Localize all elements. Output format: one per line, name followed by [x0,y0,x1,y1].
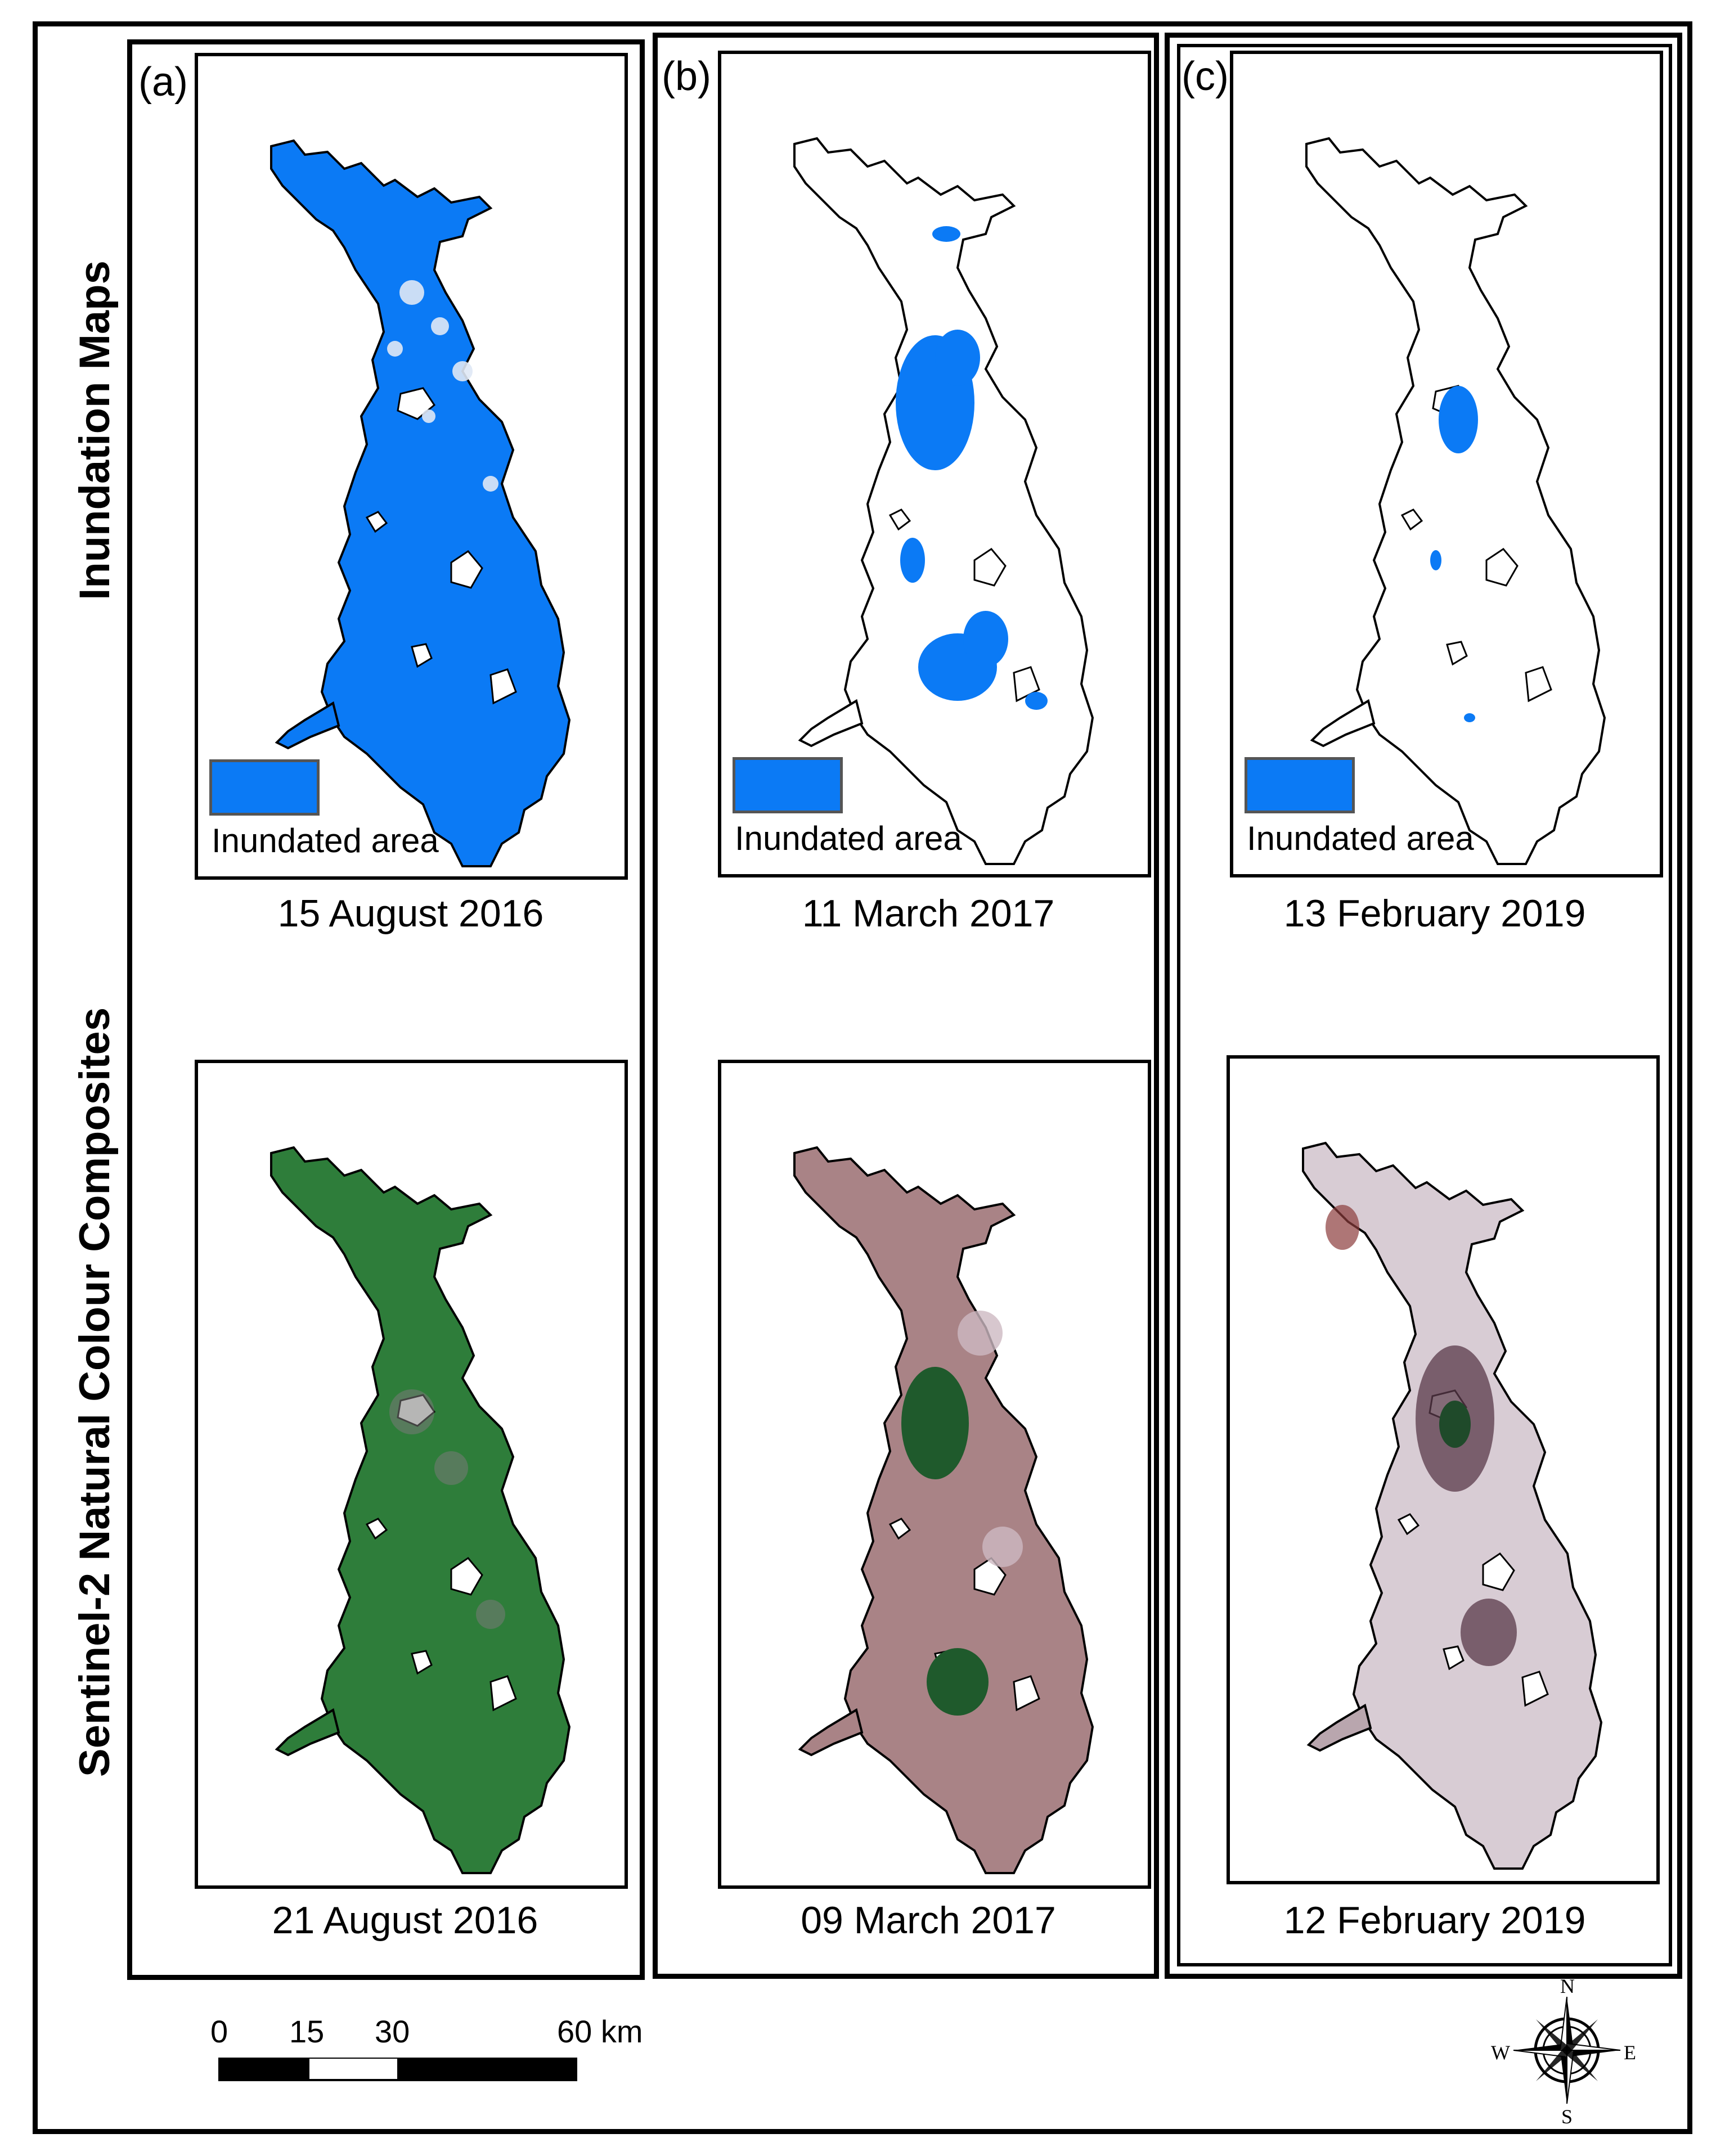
wetland-pale-arm-c [1308,1704,1372,1752]
row-title-inundation: Inundation Maps [71,260,119,600]
composite-map-c [1227,1055,1660,1884]
scale-segment-2 [307,2058,399,2081]
water-patches-b [896,226,1048,710]
compass-e: E [1624,2041,1636,2064]
composite-map-a [195,1060,628,1889]
compass-w: W [1491,2041,1510,2064]
scale-segment-1 [218,2058,309,2081]
column-frame-c-inner [1177,44,1672,1966]
scale-tick-0: 0 [210,2014,228,2049]
column-frame-a [127,39,645,1980]
pale-patches-b [958,1311,1023,1567]
compass-rose-icon [1513,1996,1621,2104]
inundation-map-a: Inundated area [195,53,628,880]
wetland-veg-a [270,1146,570,1874]
wetland-pink-arm-b [799,1709,863,1756]
inundation-map-b-svg [793,137,1094,865]
wetland-veg-arm-a [276,1709,340,1756]
composite-map-b [718,1060,1151,1889]
inundation-date-c: 13 February 2019 [1283,892,1586,935]
red-spot-c [1326,1205,1359,1250]
dark-veg-patches-b [901,1367,989,1716]
row-title-composites: Sentinel-2 Natural Colour Composites [71,1007,119,1777]
legend-label-b: Inundated area [735,820,962,857]
figure-frame [33,21,1692,2134]
wetland-arm-a [276,702,340,749]
scale-bar [218,2058,577,2081]
inundation-map-a-svg [270,139,570,867]
compass-s: S [1561,2105,1573,2128]
wetland-arm-c [1311,700,1375,747]
panel-label-b: (b) [662,54,711,99]
composite-map-b-svg [793,1146,1094,1874]
panel-label-c: (c) [1182,54,1229,99]
water-patches-c [1430,386,1478,722]
legend-swatch-c [1245,757,1355,813]
scale-tick-60: 60 km [557,2014,643,2049]
panel-label-a: (a) [138,60,188,105]
composite-date-c: 12 February 2019 [1283,1899,1586,1942]
legend-swatch-b [733,757,843,813]
compass-rose: N S E W [1491,1975,1637,2128]
column-frame-c-outer [1165,33,1682,1979]
composite-date-a: 21 August 2016 [272,1899,538,1942]
compass-n: N [1560,1975,1575,1997]
dry-patches-a [387,280,498,492]
wetland-outline-b [793,137,1094,865]
composite-date-b: 09 March 2017 [801,1899,1056,1942]
composite-map-c-svg [1302,1142,1602,1870]
wetland-outline-c [1305,137,1606,865]
wetland-arm-b [799,700,863,747]
scale-tick-15: 15 [289,2014,325,2049]
legend-swatch-a [209,759,320,816]
wetland-pink-b [793,1146,1094,1874]
scale-segment-3 [397,2058,577,2081]
legend-label-a: Inundated area [212,822,439,859]
green-spot-c [1439,1401,1471,1448]
inundation-map-c-svg [1305,137,1606,865]
inundation-date-b: 11 March 2017 [802,892,1055,935]
legend-label-c: Inundated area [1247,820,1474,857]
scale-tick-30: 30 [375,2014,410,2049]
wetland-pale-c [1302,1142,1602,1870]
composite-map-a-svg [270,1146,570,1874]
inundation-date-a: 15 August 2016 [277,892,544,935]
inundation-map-b: Inundated area [718,51,1151,877]
column-frame-b [653,33,1159,1979]
wetland-water-a [270,139,570,867]
mixed-patches-a [389,1389,505,1629]
inundation-map-c: Inundated area [1230,51,1663,877]
